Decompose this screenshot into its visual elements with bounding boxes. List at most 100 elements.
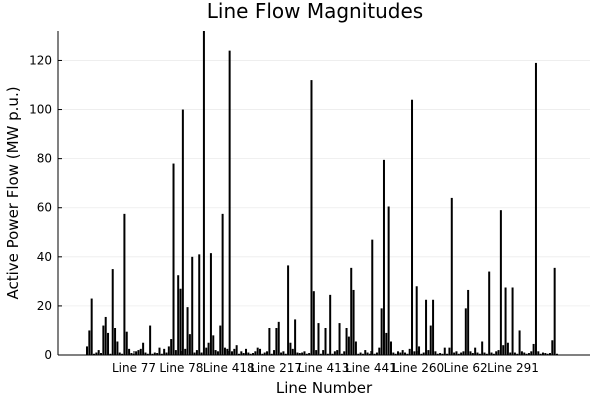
bar (191, 256, 194, 355)
bar (534, 62, 537, 355)
bar (436, 353, 439, 355)
bar (357, 353, 360, 355)
bar (153, 352, 156, 355)
bar (216, 351, 219, 355)
bar (252, 353, 255, 355)
bar (541, 352, 544, 355)
bar (497, 350, 500, 355)
bar (469, 351, 472, 355)
bar (453, 352, 456, 355)
bar (504, 287, 507, 355)
bar (345, 328, 348, 355)
bar (364, 350, 367, 355)
axes (57, 31, 590, 356)
bar (329, 294, 332, 355)
bar (172, 163, 175, 355)
bar (165, 352, 168, 355)
bar (404, 352, 407, 355)
bar (495, 351, 498, 355)
bar (135, 351, 138, 355)
bar (359, 352, 362, 355)
bar (177, 275, 180, 355)
bar (520, 351, 523, 355)
bar (502, 345, 505, 355)
bar (462, 351, 465, 355)
bar (422, 352, 425, 355)
bar (548, 353, 551, 355)
bar (114, 328, 117, 355)
bar (415, 286, 418, 355)
bar (474, 347, 477, 355)
bar (160, 353, 163, 355)
y-axis-label: Active Power Flow (MW p.u.) (4, 86, 22, 299)
bar (198, 254, 201, 355)
bar (149, 325, 152, 355)
bar (485, 353, 488, 355)
bar (228, 50, 231, 355)
bar (230, 351, 233, 355)
bar (207, 342, 210, 355)
bar (464, 308, 467, 355)
grid-lines (58, 60, 590, 356)
bar (551, 340, 554, 355)
bar (137, 350, 140, 355)
bar (434, 351, 437, 355)
bar (88, 330, 91, 355)
bar (331, 353, 334, 355)
bar (200, 352, 203, 355)
bar (427, 350, 430, 355)
bar (532, 343, 535, 355)
bar (382, 159, 385, 355)
bar (151, 353, 154, 355)
bar (352, 289, 355, 355)
bar (556, 353, 558, 355)
bar (167, 346, 170, 355)
x-tick-label: Line 418 (203, 361, 255, 375)
y-tick-label: 80 (37, 152, 52, 166)
bar (387, 206, 390, 355)
bar (289, 342, 292, 355)
bar (233, 348, 236, 355)
bar (303, 351, 306, 355)
bar (235, 345, 238, 355)
y-tick-label: 20 (37, 299, 52, 313)
bar (291, 348, 294, 355)
bar (123, 213, 126, 355)
bar (361, 353, 364, 355)
bar (174, 350, 177, 355)
bar (226, 348, 229, 355)
bar (268, 328, 271, 355)
bar (109, 353, 112, 355)
bar (450, 197, 453, 355)
bar (336, 350, 339, 355)
bar (170, 339, 173, 355)
bar (301, 352, 304, 355)
bar (397, 351, 399, 355)
bar (350, 267, 353, 355)
bar (539, 353, 542, 355)
bar (310, 80, 313, 355)
bar (340, 353, 343, 355)
bar (478, 353, 481, 355)
bar (347, 336, 350, 355)
bar (259, 348, 262, 355)
bar (389, 341, 392, 355)
bar (163, 348, 166, 355)
bar (525, 353, 528, 355)
x-tick-label: Line 291 (487, 361, 539, 375)
bar (111, 269, 114, 355)
bar (513, 352, 516, 355)
bar (378, 347, 381, 355)
bar (460, 352, 463, 355)
bar (121, 353, 124, 355)
bar (354, 341, 357, 355)
bar (294, 319, 297, 355)
bar (373, 353, 376, 355)
bar (439, 353, 442, 355)
y-tick-label: 120 (29, 53, 52, 67)
bar (181, 109, 184, 355)
x-axis-label: Line Number (276, 379, 373, 397)
bar (546, 353, 549, 355)
bar (193, 352, 196, 355)
